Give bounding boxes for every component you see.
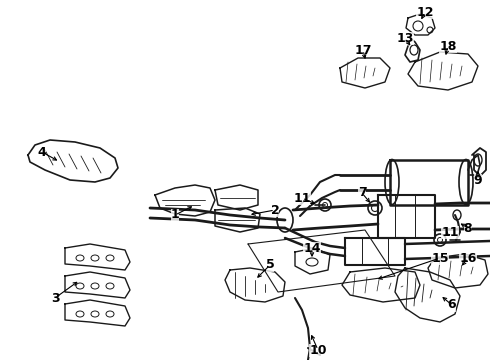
Polygon shape — [65, 244, 130, 270]
Polygon shape — [65, 272, 130, 298]
Polygon shape — [390, 160, 468, 205]
Text: 12: 12 — [416, 5, 434, 18]
Polygon shape — [406, 14, 435, 35]
Text: 17: 17 — [354, 44, 372, 57]
Polygon shape — [65, 300, 130, 326]
Polygon shape — [215, 185, 258, 210]
Polygon shape — [342, 268, 420, 302]
Polygon shape — [395, 268, 460, 322]
Polygon shape — [378, 195, 435, 238]
Polygon shape — [215, 208, 260, 232]
Text: 18: 18 — [440, 40, 457, 53]
Polygon shape — [28, 140, 118, 182]
Text: 7: 7 — [358, 186, 367, 199]
Text: 14: 14 — [303, 242, 321, 255]
Text: 1: 1 — [171, 208, 179, 221]
Text: 11: 11 — [293, 192, 311, 204]
Text: 4: 4 — [38, 145, 47, 158]
Text: 13: 13 — [396, 31, 414, 45]
Text: 5: 5 — [266, 258, 274, 271]
Text: 3: 3 — [50, 292, 59, 305]
Text: 2: 2 — [270, 203, 279, 216]
Polygon shape — [155, 185, 215, 216]
Polygon shape — [345, 238, 405, 265]
Text: 11: 11 — [441, 225, 459, 238]
Polygon shape — [340, 58, 390, 88]
Text: 6: 6 — [448, 298, 456, 311]
Text: 9: 9 — [474, 174, 482, 186]
Text: 16: 16 — [459, 252, 477, 265]
Text: 10: 10 — [309, 343, 327, 356]
Text: 15: 15 — [431, 252, 449, 265]
Polygon shape — [408, 52, 478, 90]
Polygon shape — [295, 248, 330, 274]
Polygon shape — [225, 268, 285, 302]
Text: 8: 8 — [464, 221, 472, 234]
Polygon shape — [428, 254, 488, 288]
